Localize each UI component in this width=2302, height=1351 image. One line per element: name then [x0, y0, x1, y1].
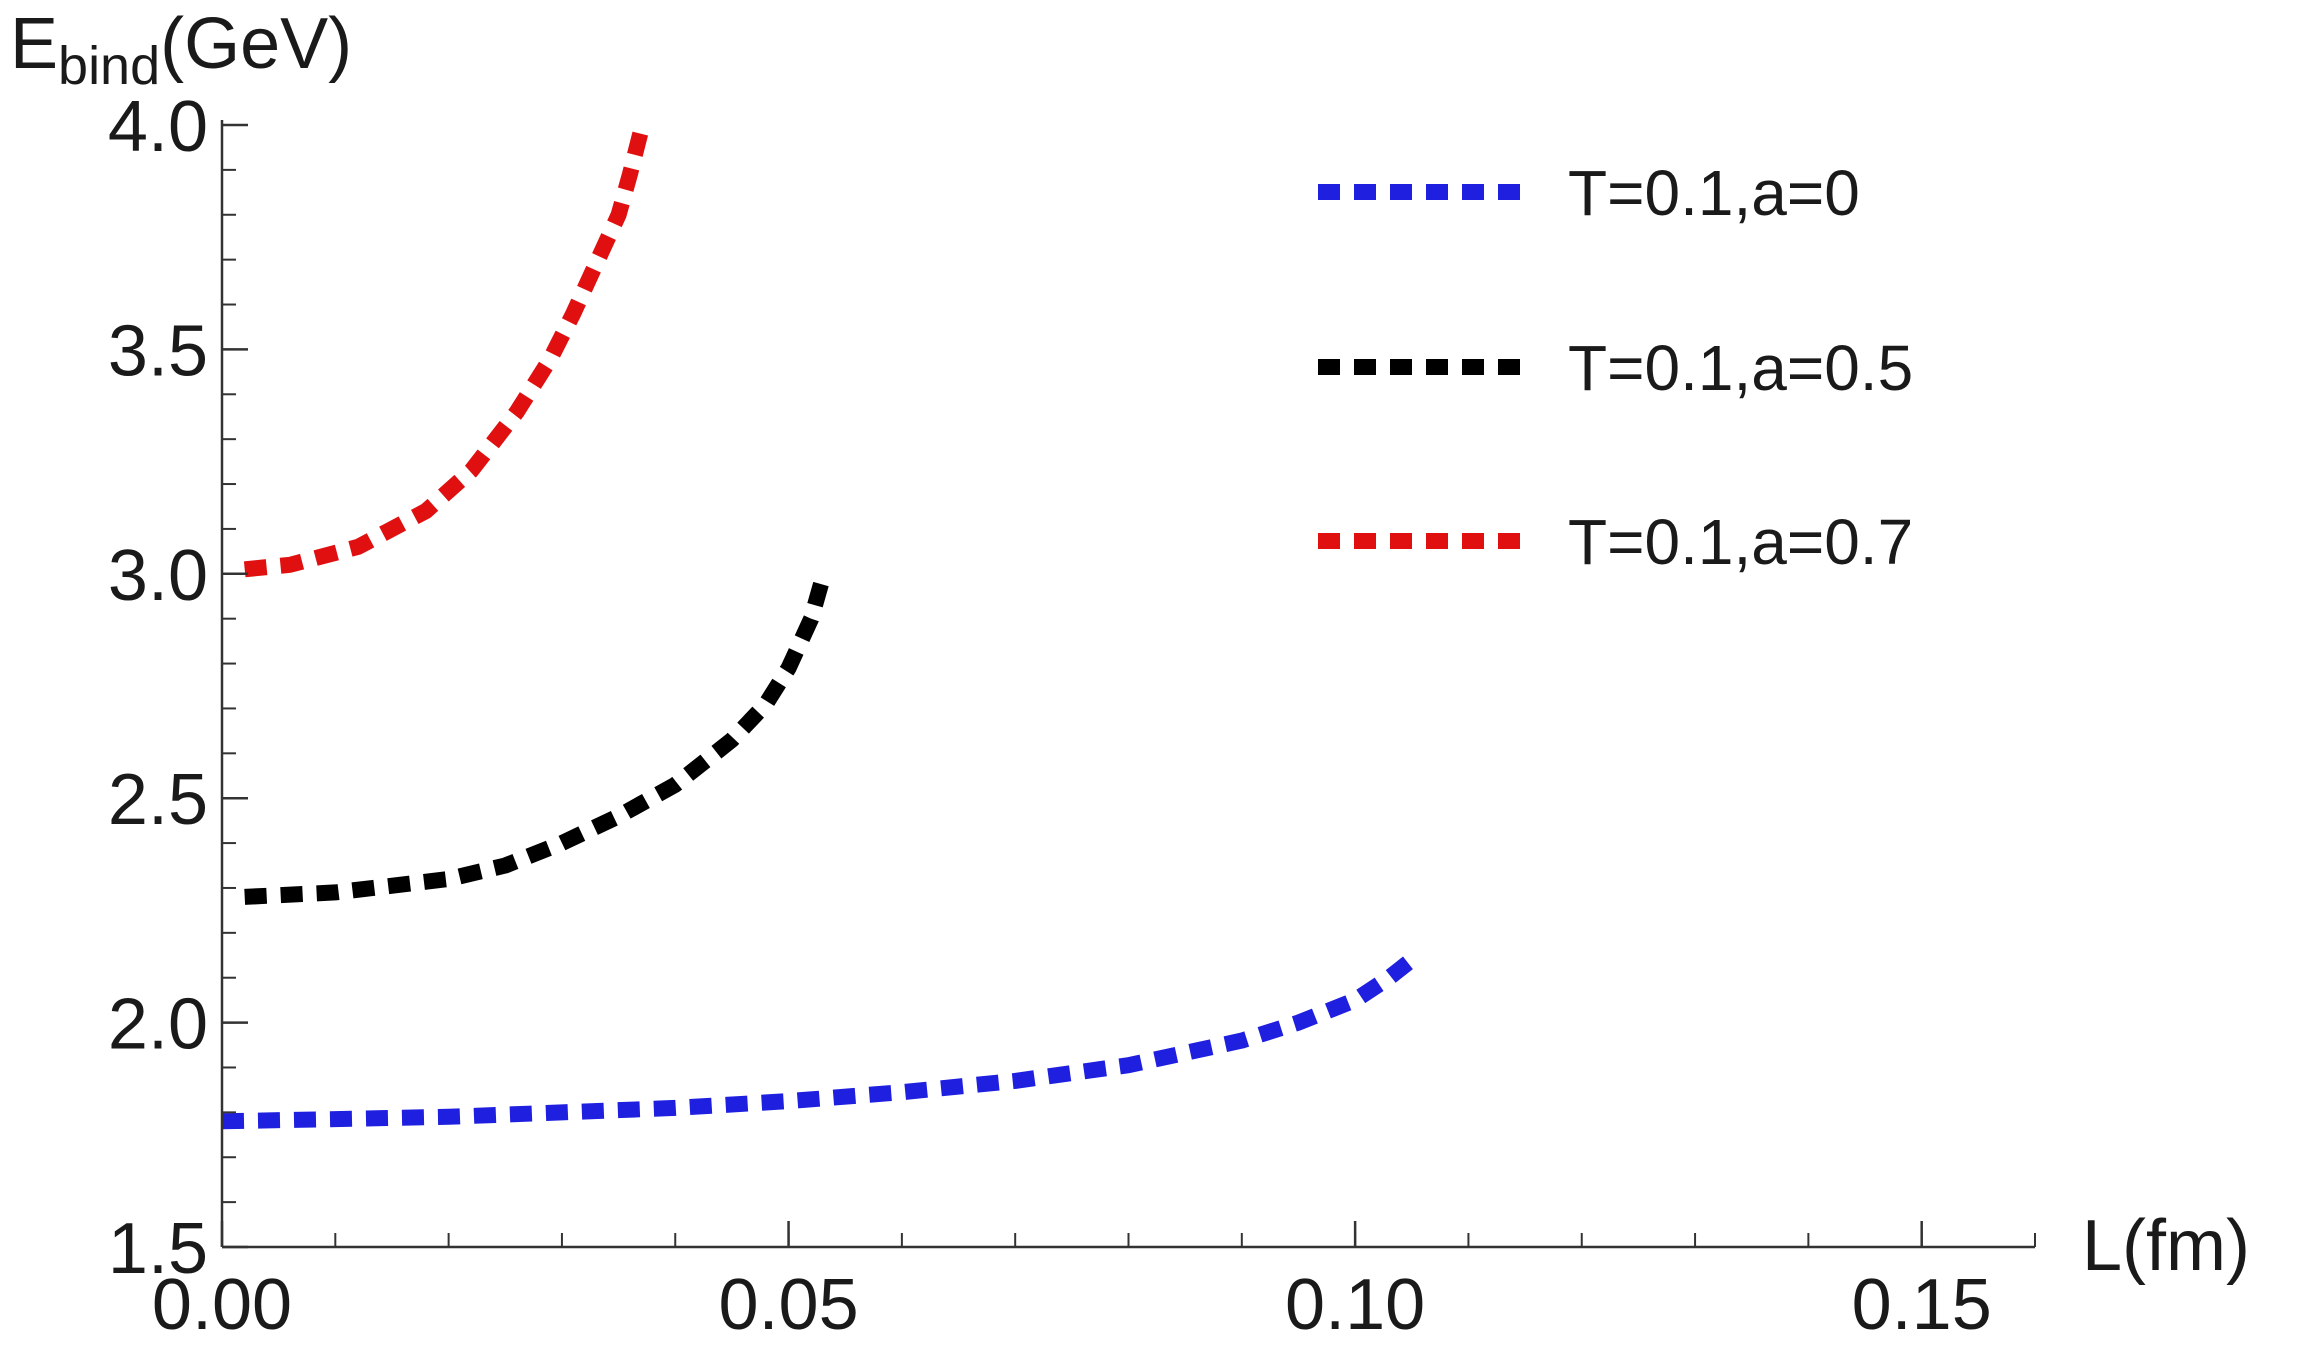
series-line-1 [221, 953, 1417, 1130]
y-axis-title: Ebind(GeV) [10, 4, 352, 96]
y-tick-label: 3.5 [108, 311, 208, 391]
y-tick-label: 1.5 [108, 1209, 208, 1289]
y-tick-label: 3.0 [108, 536, 208, 616]
series-line-2 [244, 576, 831, 905]
legend-label-3: T=0.1,a=0.7 [1568, 506, 1913, 578]
legend-label-2: T=0.1,a=0.5 [1568, 332, 1913, 404]
axes: 0.00 0.05 0.10 0.15 1.5 2.0 2.5 3.0 3.5 4.0 [108, 87, 2036, 1345]
y-tick-label: 2.5 [108, 760, 208, 840]
x-tick-label: 0.00 [152, 1265, 292, 1345]
y-axis-title-subscript: bind [58, 36, 160, 96]
x-tick-label: 0.05 [718, 1265, 858, 1345]
y-tick-label: 2.0 [108, 985, 208, 1065]
y-axis-title-main: E [10, 4, 58, 84]
y-tick-label: 4.0 [108, 87, 208, 167]
legend-label-1: T=0.1,a=0 [1568, 157, 1860, 229]
series-line-3 [243, 127, 650, 578]
x-tick-label: 0.10 [1285, 1265, 1425, 1345]
plot-area [221, 127, 1417, 1130]
x-axis-title: L(fm) [2082, 1206, 2250, 1286]
legend: T=0.1,a=0 T=0.1,a=0.5 T=0.1,a=0.7 [1318, 157, 1913, 578]
x-tick-label: 0.15 [1852, 1265, 1992, 1345]
y-axis-title-unit: (GeV) [160, 4, 352, 84]
